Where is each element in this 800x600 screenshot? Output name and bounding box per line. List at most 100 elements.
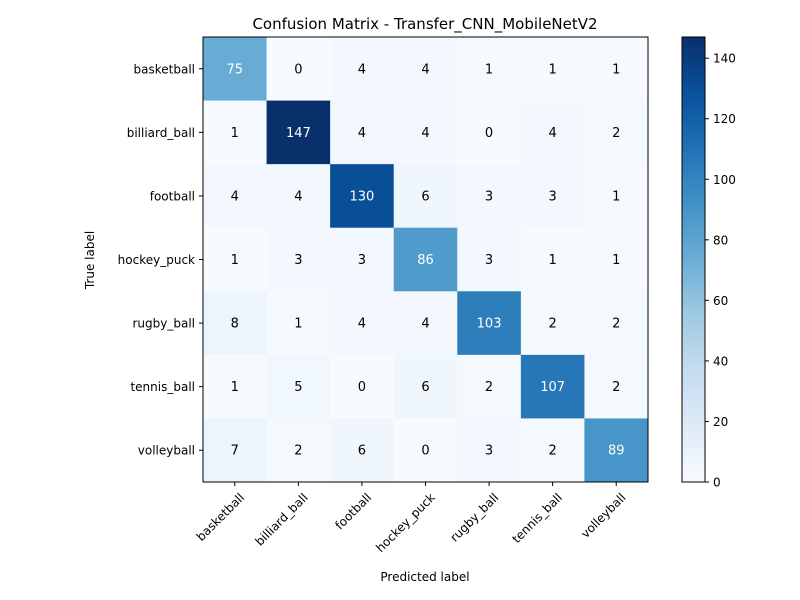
- heatmap-cell: [330, 227, 395, 292]
- heatmap-cell-value: 4: [294, 189, 302, 204]
- heatmap-cell: [330, 291, 395, 356]
- colorbar-tick-label: 80: [713, 233, 728, 247]
- colorbar-tick-label: 20: [713, 415, 728, 429]
- heatmap-cell-value: 4: [358, 317, 366, 332]
- chart-title: Confusion Matrix - Transfer_CNN_MobileNe…: [252, 15, 597, 34]
- heatmap-cell: [584, 418, 649, 483]
- heatmap-cell: [584, 354, 649, 419]
- y-tick-label: rugby_ball: [132, 317, 195, 331]
- x-tick-label: basketball: [194, 490, 247, 543]
- heatmap-cell: [457, 354, 522, 419]
- heatmap-cell-value: 4: [549, 126, 557, 141]
- heatmap-cell: [520, 37, 585, 102]
- heatmap-cell: [203, 100, 268, 165]
- heatmap-cell-value: 1: [612, 253, 620, 268]
- heatmap-cell-value: 4: [421, 126, 429, 141]
- heatmap-cell: [520, 164, 585, 229]
- heatmap-cell: [393, 291, 458, 356]
- heatmap-cell-value: 2: [294, 444, 302, 459]
- heatmap-cell: [203, 37, 268, 102]
- colorbar-tick-label: 60: [713, 294, 728, 308]
- heatmap-cell-value: 2: [549, 317, 557, 332]
- y-axis-ticks: basketball billiard_ball football hockey_pu…: [118, 62, 203, 458]
- heatmap-cell-value: 6: [421, 380, 429, 395]
- heatmap-cell: [266, 418, 331, 483]
- heatmap-cell-value: 5: [294, 380, 302, 395]
- heatmap-cell: [203, 418, 268, 483]
- heatmap-cell: [393, 354, 458, 419]
- heatmap-cell: [457, 418, 522, 483]
- heatmap-cell: [393, 227, 458, 292]
- heatmap-cell: [330, 354, 395, 419]
- x-axis-ticks: basketball billiard_ball footballhockey_pu…: [194, 482, 629, 555]
- heatmap-cell: [203, 291, 268, 356]
- heatmap-cell: [330, 418, 395, 483]
- heatmap-cell: [330, 164, 395, 229]
- heatmap-cell: [584, 291, 649, 356]
- heatmap-cell-value: 4: [421, 317, 429, 332]
- colorbar-tick-label: 40: [713, 354, 728, 368]
- heatmap-cell: [457, 37, 522, 102]
- heatmap-cell: [266, 37, 331, 102]
- y-tick-label: volleyball: [138, 444, 195, 458]
- heatmap-cell-value: 3: [485, 444, 493, 459]
- heatmap-cell-value: 3: [549, 189, 557, 204]
- heatmap-cell: [266, 164, 331, 229]
- heatmap-cell: [203, 354, 268, 419]
- y-axis-label: True label: [83, 231, 97, 290]
- y-tick-label: hockey_puck: [118, 253, 195, 267]
- heatmap-cell: [393, 100, 458, 165]
- heatmap-cell-value: 1: [294, 317, 302, 332]
- heatmap-cell: [520, 291, 585, 356]
- heatmap-cell-value: 86: [417, 253, 434, 268]
- x-tick-label: billiard_ball: [253, 490, 311, 548]
- heatmap-cell-value: 1: [231, 380, 239, 395]
- heatmap-cell-value: 107: [540, 380, 565, 395]
- x-tick-label: volleyball: [578, 490, 628, 540]
- y-tick-label: basketball: [134, 62, 195, 76]
- heatmap-cell: [266, 227, 331, 292]
- heatmap-cell-value: 1: [485, 62, 493, 77]
- colorbar: [681, 36, 706, 483]
- heatmap-cell-value: 8: [231, 317, 239, 332]
- heatmap-cell-value: 1: [612, 189, 620, 204]
- heatmap-cell-value: 2: [612, 317, 620, 332]
- heatmap-cell: [520, 227, 585, 292]
- heatmap-cell: [457, 100, 522, 165]
- heatmap-cell-value: 3: [485, 253, 493, 268]
- heatmap-cell: [330, 100, 395, 165]
- heatmap-cell: [584, 100, 649, 165]
- heatmap-cell: [457, 164, 522, 229]
- heatmap-cell-value: 3: [358, 253, 366, 268]
- heatmap-cell-value: 130: [350, 189, 375, 204]
- heatmap-cell-value: 147: [286, 126, 311, 141]
- heatmap-cell-value: 0: [358, 380, 366, 395]
- heatmap-cell-value: 2: [612, 380, 620, 395]
- heatmap-cell-value: 1: [549, 62, 557, 77]
- heatmap-cell-value: 89: [608, 444, 625, 459]
- heatmap-cell: [203, 164, 268, 229]
- y-tick-label: tennis_ball: [130, 380, 195, 394]
- heatmap-cell: [266, 100, 331, 165]
- heatmap-cell-value: 4: [421, 62, 429, 77]
- heatmap-cell-value: 1: [231, 253, 239, 268]
- x-tick-label: hockey_puck: [373, 490, 438, 555]
- heatmap-cell: [520, 418, 585, 483]
- heatmap-cell-value: 4: [358, 62, 366, 77]
- heatmap-cell-value: 103: [477, 317, 502, 332]
- colorbar-tick-label: 100: [713, 173, 736, 187]
- x-tick-label: tennis_ball: [509, 490, 565, 546]
- heatmap-cell: [266, 354, 331, 419]
- heatmap-cell: [266, 291, 331, 356]
- colorbar-tick-label: 140: [713, 52, 736, 66]
- heatmap-cell: [457, 291, 522, 356]
- y-tick-label: football: [150, 189, 195, 203]
- heatmap-cell-value: 7: [231, 444, 239, 459]
- x-tick-label: football: [332, 490, 374, 532]
- heatmap-cell-value: 2: [612, 126, 620, 141]
- heatmap-cell: [584, 227, 649, 292]
- heatmap-cell-value: 6: [358, 444, 366, 459]
- heatmap-cell: [520, 354, 585, 419]
- heatmap-cell-value: 4: [358, 126, 366, 141]
